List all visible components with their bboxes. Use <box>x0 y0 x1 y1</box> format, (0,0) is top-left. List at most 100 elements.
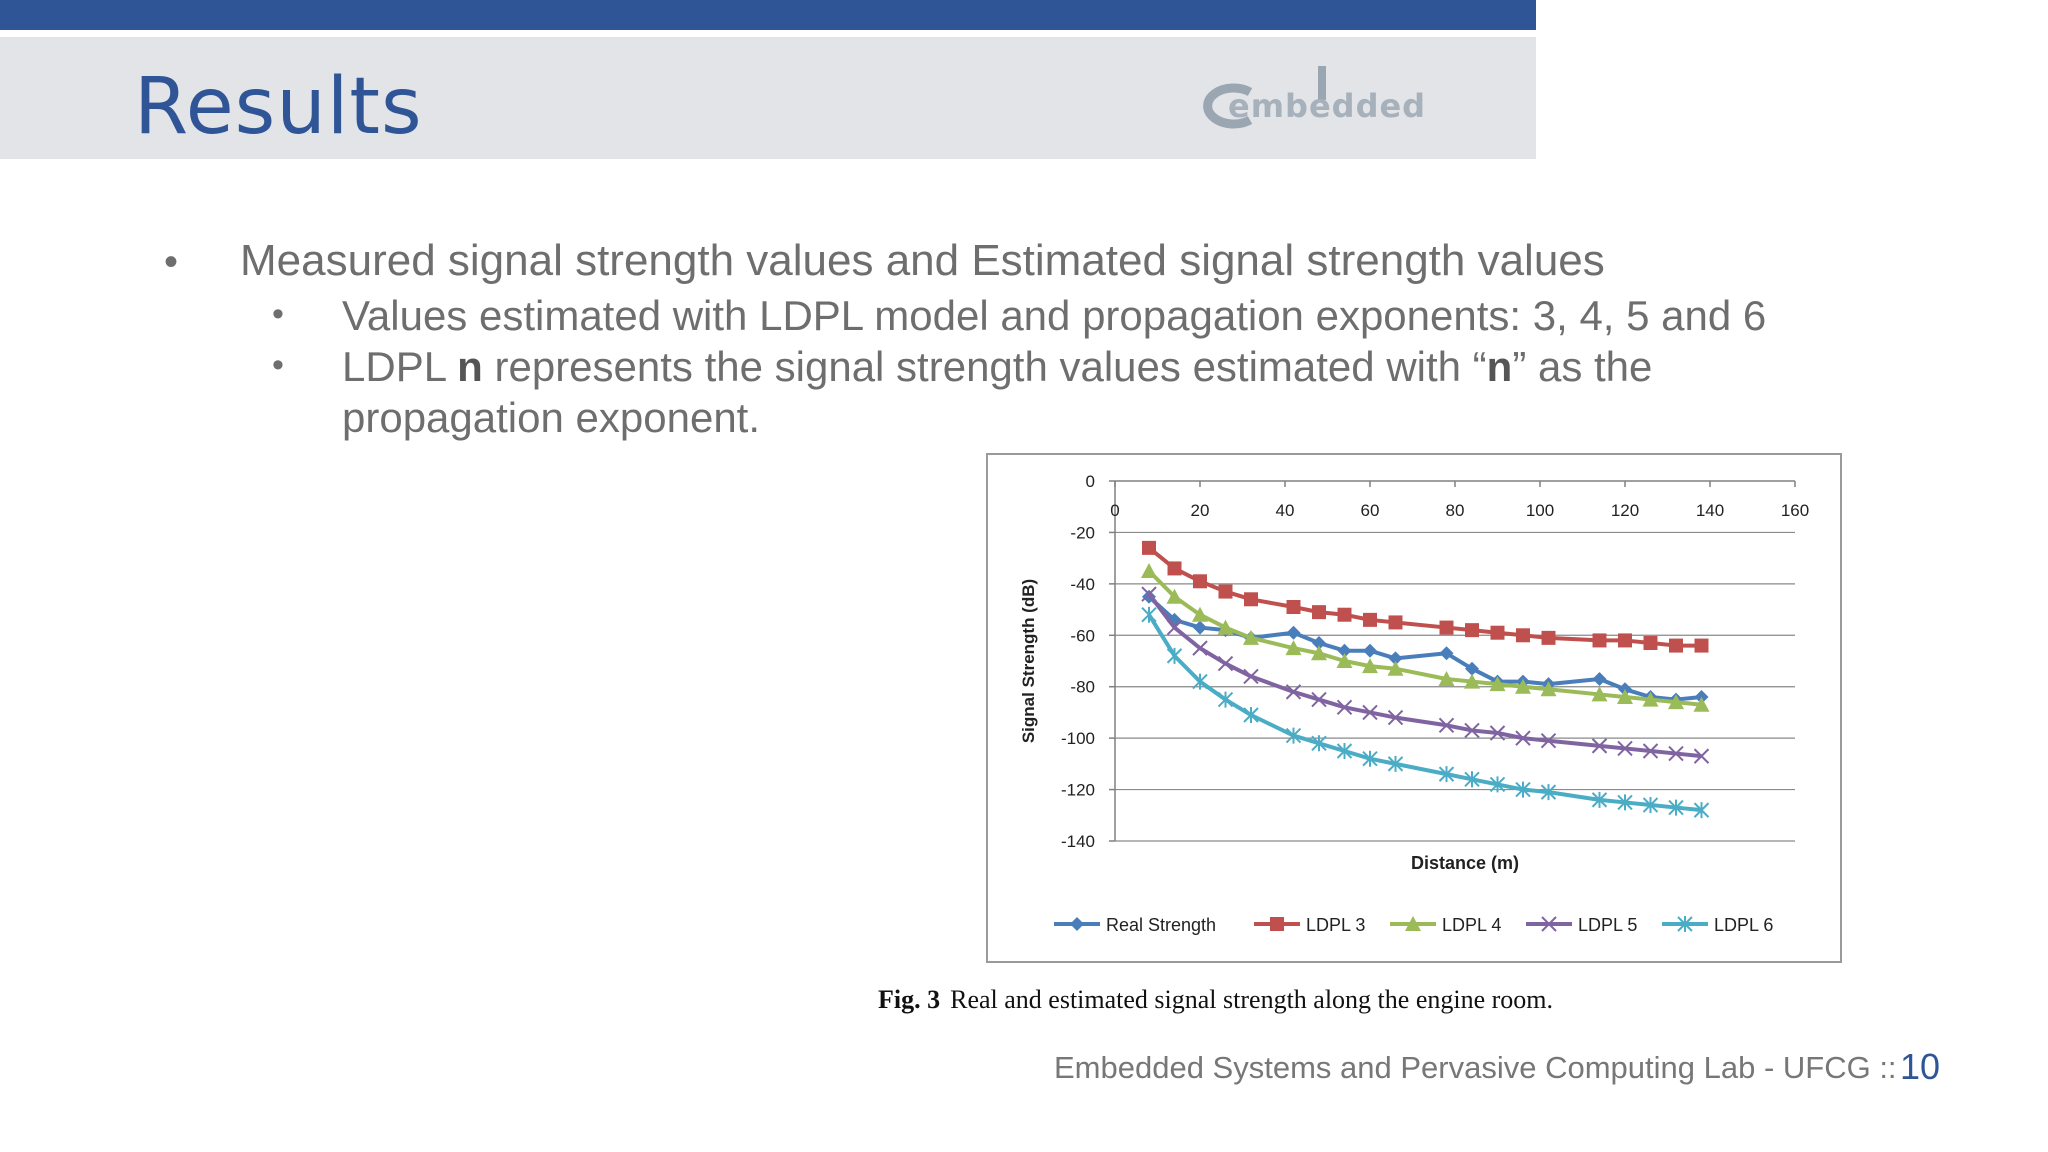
legend-item: Real Strength <box>1054 915 1216 935</box>
data-point <box>1515 678 1531 694</box>
legend-label: LDPL 5 <box>1578 915 1637 935</box>
legend-label: LDPL 6 <box>1714 915 1773 935</box>
y-tick-label: -20 <box>1070 523 1095 542</box>
data-point <box>1642 797 1659 813</box>
y-tick-label: -140 <box>1061 832 1095 851</box>
data-point <box>1312 605 1326 620</box>
data-point <box>1439 646 1454 661</box>
x-tick-label: 0 <box>1110 501 1119 520</box>
data-point <box>1218 584 1233 599</box>
data-point <box>1142 540 1156 555</box>
data-point <box>1643 636 1658 650</box>
data-point <box>1490 625 1505 640</box>
svg-text:embedded: embedded <box>1228 87 1426 125</box>
data-point <box>1217 691 1234 708</box>
data-point <box>1465 623 1479 638</box>
data-point <box>1541 916 1557 932</box>
data-point <box>1515 781 1531 798</box>
caption-label: Fig. 3 <box>878 985 941 1014</box>
data-point <box>1693 696 1710 712</box>
data-point <box>1141 586 1157 602</box>
data-point <box>1591 686 1608 702</box>
top-accent-bar <box>0 0 1536 30</box>
data-point <box>1489 725 1506 741</box>
data-point <box>1362 750 1378 767</box>
legend-item: LDPL 6 <box>1662 915 1773 935</box>
legend-item: LDPL 3 <box>1254 915 1365 935</box>
sub-bullet-2: LDPL n represents the signal strength va… <box>342 343 1652 391</box>
series-ldpl-3 <box>1142 540 1709 653</box>
data-point <box>1438 717 1455 733</box>
y-tick-label: -40 <box>1070 575 1095 594</box>
data-point <box>1592 633 1607 648</box>
data-point <box>1438 671 1455 686</box>
slide-title: Results <box>134 62 423 152</box>
data-point <box>1243 707 1259 723</box>
data-point <box>1336 743 1353 759</box>
data-point <box>1285 684 1302 700</box>
sub-bullet-2-prefix: LDPL <box>342 343 458 390</box>
data-point <box>1668 694 1684 710</box>
data-point <box>1192 673 1208 690</box>
data-point <box>1070 917 1084 931</box>
bullet-main: Measured signal strength values and Esti… <box>240 236 1605 285</box>
x-tick-label: 20 <box>1191 501 1210 520</box>
legend-label: Real Strength <box>1106 915 1216 935</box>
data-point <box>1516 628 1530 643</box>
data-point <box>1363 612 1377 627</box>
bullet-dot: • <box>164 240 179 284</box>
chart-frame: 0 -20 -40 -60 -80 -100 -120 -140 0 20 40 60 80 100 120… <box>986 453 1842 963</box>
figure-caption: Fig. 3 Real and estimated signal strength… <box>878 985 1553 1015</box>
data-point <box>1337 607 1352 622</box>
data-point <box>1362 658 1378 674</box>
data-point <box>1337 643 1352 658</box>
data-point <box>1141 563 1157 578</box>
data-point <box>1677 916 1693 932</box>
data-point <box>1244 592 1258 607</box>
y-tick-label: -120 <box>1061 781 1095 800</box>
x-axis-title: Distance (m) <box>1411 853 1519 873</box>
sub-bullet-2-n: n <box>457 343 483 390</box>
data-point <box>1617 740 1633 757</box>
data-point <box>1642 691 1659 707</box>
data-point <box>1693 802 1710 819</box>
data-point <box>1336 653 1353 668</box>
data-point <box>1141 606 1157 623</box>
sub-bullet-dot: • <box>272 295 284 333</box>
data-point <box>1541 630 1556 645</box>
data-point <box>1243 629 1259 645</box>
data-point <box>1311 735 1327 752</box>
legend-label: LDPL 3 <box>1306 915 1365 935</box>
series-line <box>1147 613 1702 813</box>
data-point <box>1464 673 1480 689</box>
caption-text: Real and estimated signal strength along… <box>950 985 1554 1014</box>
data-point <box>1311 691 1327 708</box>
data-point <box>1336 699 1353 715</box>
series-ldpl-6 <box>1141 606 1710 819</box>
data-point <box>1591 738 1608 754</box>
series-line <box>1147 592 1702 759</box>
x-tick-label: 60 <box>1361 501 1380 520</box>
x-tick-label: 100 <box>1526 501 1554 520</box>
data-point <box>1694 638 1709 653</box>
series-real-strength <box>1142 589 1709 707</box>
series-line <box>1147 595 1702 702</box>
sub-bullet-dot: • <box>272 346 284 384</box>
y-axis-title: Signal Strength (dB) <box>1019 579 1038 743</box>
data-point <box>1193 620 1207 635</box>
data-point <box>1285 727 1302 744</box>
legend-item: LDPL 5 <box>1526 915 1637 935</box>
data-point <box>1167 612 1182 627</box>
data-point <box>1362 704 1378 721</box>
sub-bullet-2-n-quoted: n <box>1486 343 1513 390</box>
data-point <box>1387 660 1404 676</box>
data-point <box>1286 625 1301 640</box>
page-number: 10 <box>1900 1046 1941 1087</box>
x-tick-label: 160 <box>1781 501 1809 520</box>
data-point <box>1312 636 1326 650</box>
data-point <box>1270 917 1284 931</box>
signal-strength-chart: 0 -20 -40 -60 -80 -100 -120 -140 0 20 40 60 80 100 120… <box>1019 472 1809 935</box>
data-point <box>1243 668 1259 685</box>
sub-bullet-1: Values estimated with LDPL model and pro… <box>342 292 1767 339</box>
data-point <box>1617 689 1633 704</box>
